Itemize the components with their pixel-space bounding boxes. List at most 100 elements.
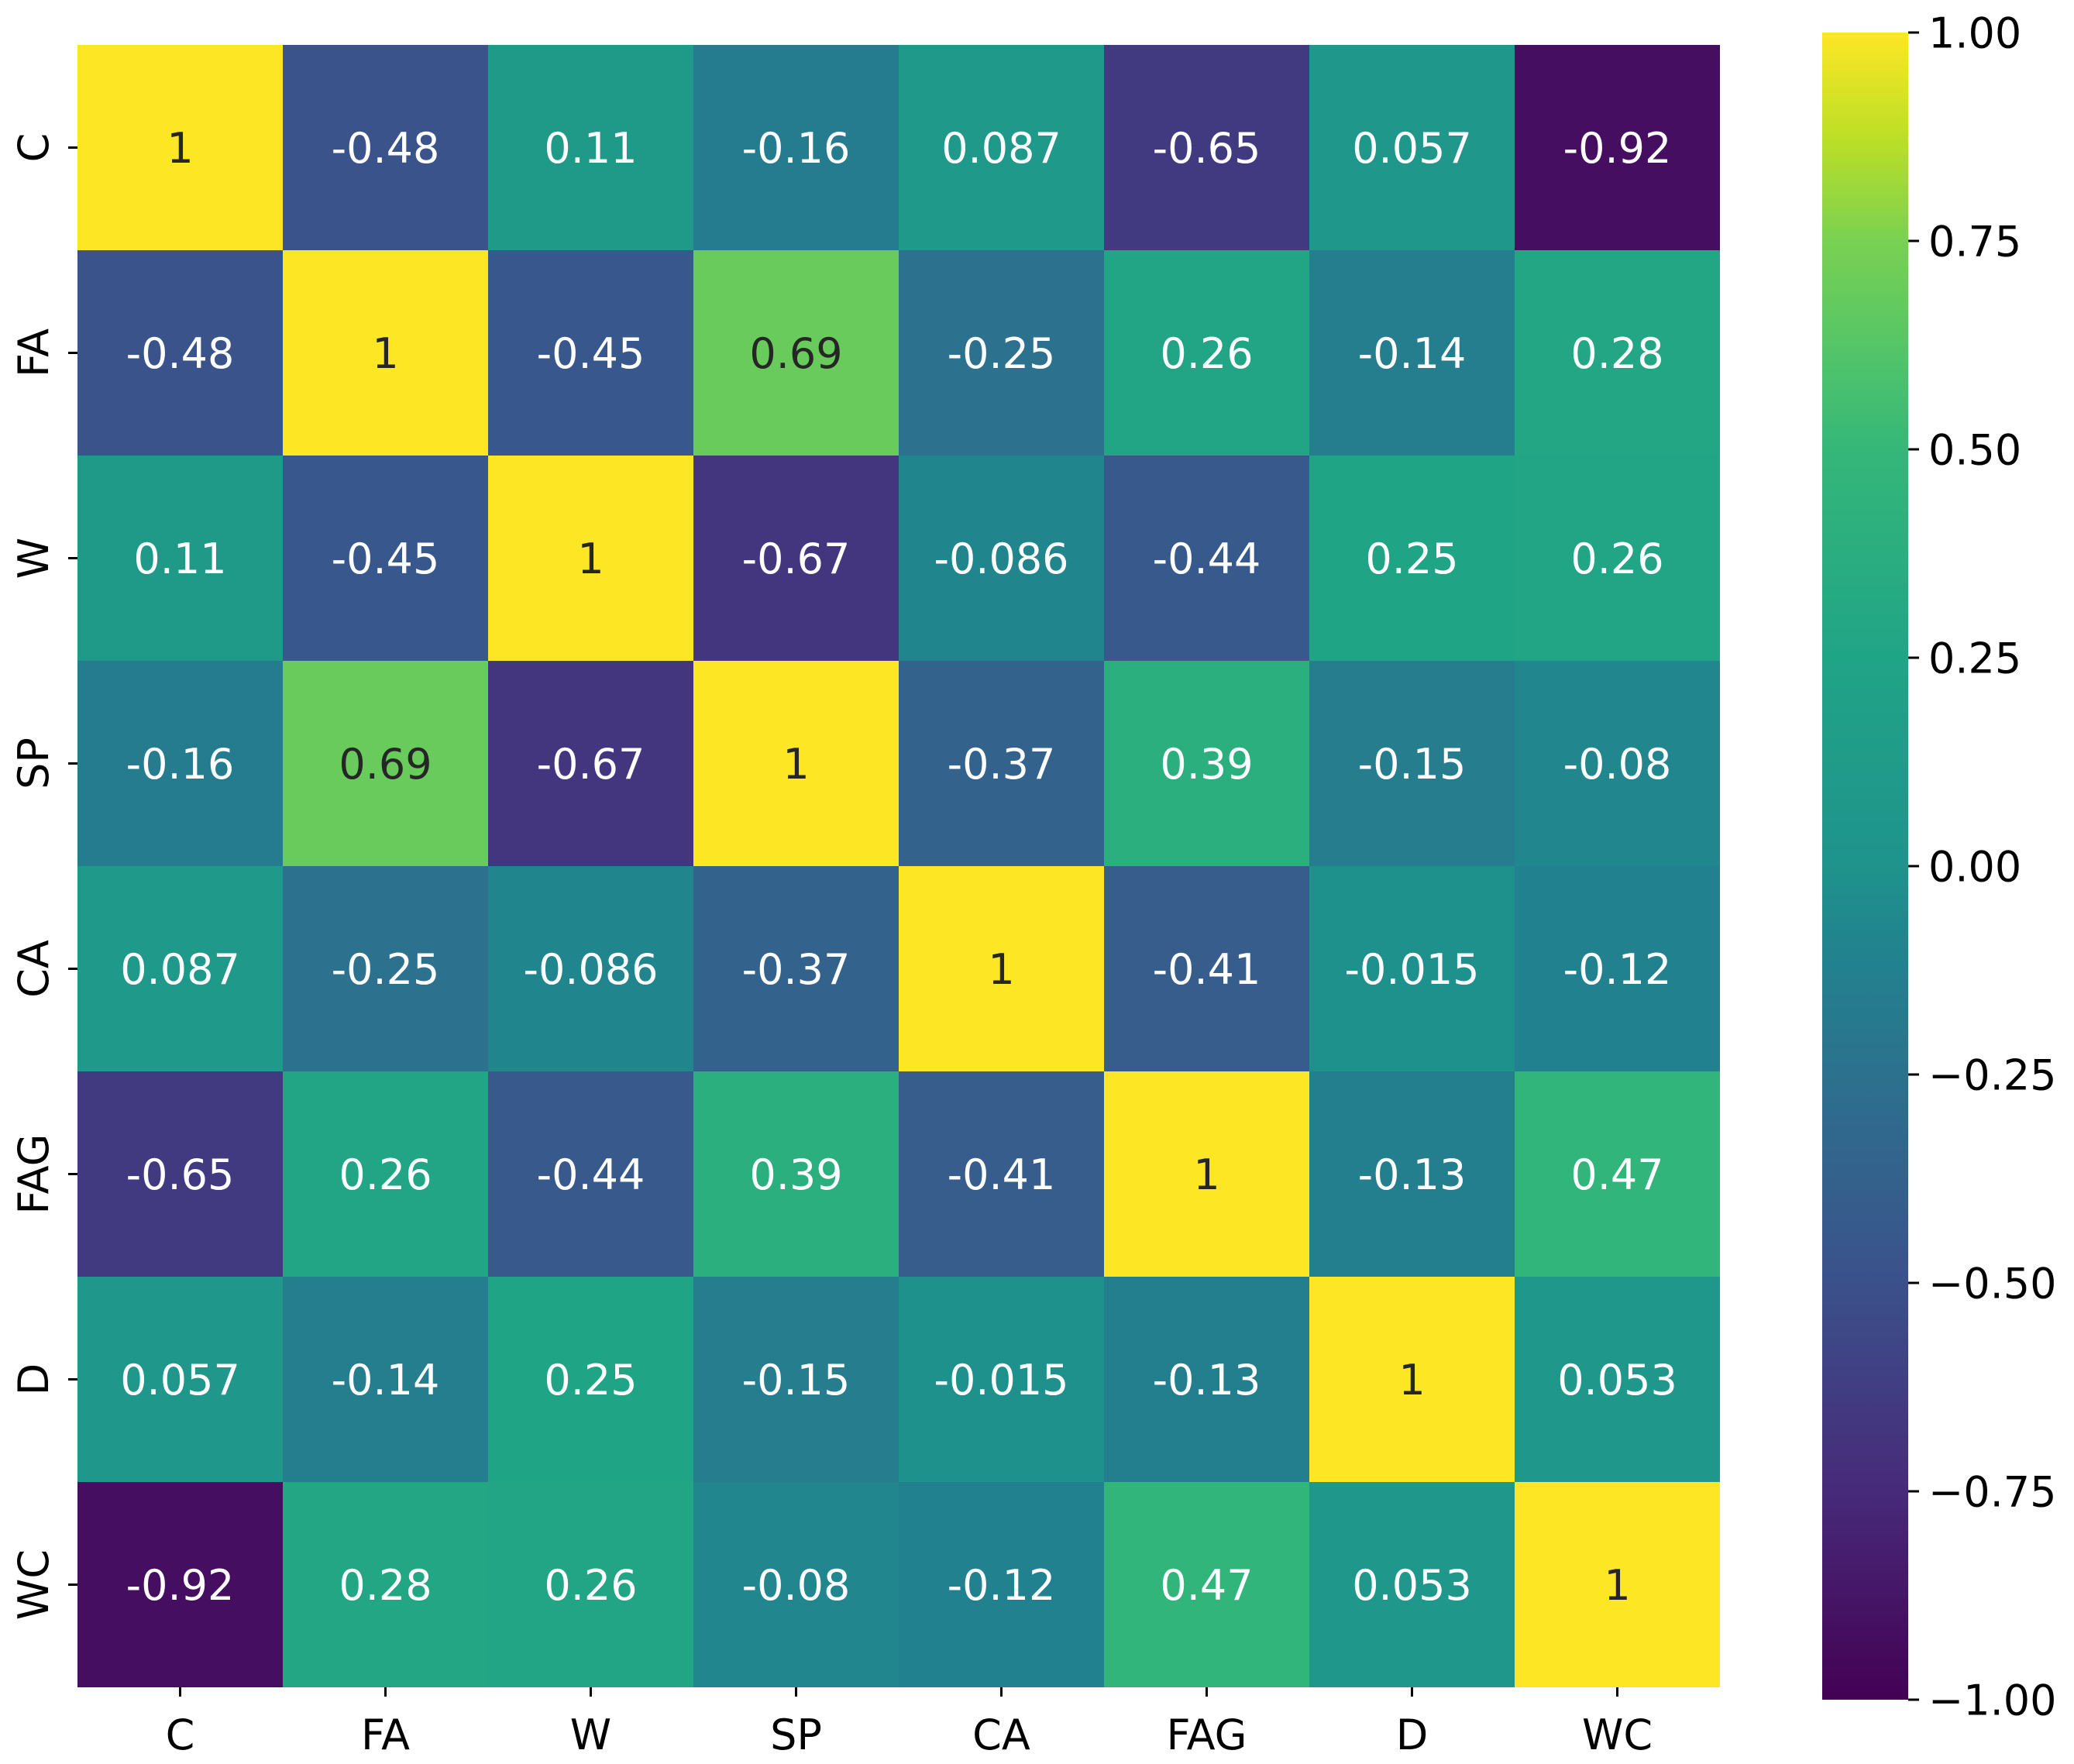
heatmap-cell: [283, 45, 488, 250]
cell-value-label: -0.92: [1563, 124, 1672, 173]
heatmap-cell: [283, 866, 488, 1071]
cell-value-label: 1: [1398, 1356, 1425, 1405]
cell-value-label: -0.13: [1153, 1356, 1261, 1405]
cell-value-label: 0.69: [339, 740, 432, 789]
cell-value-label: 0.39: [749, 1150, 842, 1199]
cell-value-label: 1: [577, 535, 604, 583]
cell-value-label: 1: [167, 124, 193, 173]
cell-value-label: -0.65: [126, 1150, 235, 1199]
cell-value-label: 0.053: [1352, 1561, 1472, 1610]
heatmap-cell: [1309, 1071, 1515, 1277]
cell-value-label: -0.65: [1153, 124, 1261, 173]
heatmap-cell: [1515, 661, 1720, 866]
cell-value-label: 0.25: [1365, 535, 1458, 583]
cell-value-label: -0.16: [126, 740, 235, 789]
cell-value-label: -0.14: [1358, 329, 1467, 378]
cell-value-label: -0.41: [1153, 945, 1261, 994]
cell-value-label: -0.14: [332, 1356, 440, 1405]
heatmap-cell: [488, 456, 693, 661]
colorbar-tick-label: 0.25: [1928, 634, 2021, 683]
colorbar-gradient: [1822, 33, 1908, 1700]
cell-value-label: -0.67: [537, 740, 645, 789]
cell-value-label: -0.08: [1563, 740, 1672, 789]
heatmap-cell: [1309, 661, 1515, 866]
cell-value-label: -0.13: [1358, 1150, 1467, 1199]
heatmap-cell: [1104, 661, 1309, 866]
colorbar-tick-label: −0.75: [1928, 1467, 2056, 1516]
cell-value-label: 0.28: [1570, 329, 1663, 378]
cell-value-label: -0.92: [126, 1561, 235, 1610]
heatmap-cell: [693, 1482, 899, 1687]
heatmap-cell: [693, 866, 899, 1071]
cell-value-label: 0.25: [544, 1356, 637, 1405]
cell-value-label: -0.41: [948, 1150, 1056, 1199]
heatmap-cell: [899, 456, 1104, 661]
heatmap-cell: [77, 1071, 283, 1277]
heatmap-cell: [899, 1071, 1104, 1277]
heatmap-cell: [1515, 250, 1720, 456]
cell-value-label: 1: [1604, 1561, 1630, 1610]
cell-value-label: -0.086: [934, 535, 1068, 583]
heatmap-cell: [1104, 45, 1309, 250]
heatmap-cell: [1515, 866, 1720, 1071]
heatmap-cell: [77, 1277, 283, 1482]
heatmap-cell: [77, 1482, 283, 1687]
heatmap-cell: [899, 866, 1104, 1071]
heatmap-cell: [488, 866, 693, 1071]
cell-value-label: 1: [1193, 1150, 1219, 1199]
x-tick-label: C: [166, 1711, 195, 1759]
heatmap-cell: [1104, 1277, 1309, 1482]
y-tick-label: FA: [9, 328, 58, 377]
heatmap-cell: [77, 456, 283, 661]
x-axis: C FA W SP CA FAG D WC: [166, 1687, 1653, 1759]
cell-value-label: 0.11: [133, 535, 226, 583]
cell-value-label: -0.44: [537, 1150, 645, 1199]
x-tick-label: D: [1396, 1711, 1429, 1759]
heatmap-cell: [1515, 456, 1720, 661]
heatmap-cell: [1309, 456, 1515, 661]
heatmap-cell: [488, 45, 693, 250]
cell-value-label: 0.057: [1352, 124, 1472, 173]
colorbar: 1.00 0.75 0.50 0.25 0.00 −0.25 −0.50 −0.75 −1.00: [1822, 9, 2056, 1724]
heatmap-cell: [1515, 1071, 1720, 1277]
cell-value-label: -0.15: [1358, 740, 1467, 789]
cell-value-label: -0.48: [126, 329, 235, 378]
cell-value-label: 0.69: [749, 329, 842, 378]
cell-value-label: -0.12: [1563, 945, 1672, 994]
cell-value-label: -0.45: [537, 329, 645, 378]
heatmap-cell-labels: 1 -0.48 0.11 -0.16 0.087 -0.65 0.057 -0.92 -0.48…: [120, 124, 1677, 1610]
cell-value-label: -0.37: [742, 945, 851, 994]
cell-value-label: -0.015: [934, 1356, 1068, 1405]
cell-value-label: 0.057: [120, 1356, 240, 1405]
x-tick-label: CA: [972, 1711, 1030, 1759]
heatmap-cell: [693, 1277, 899, 1482]
cell-value-label: 0.26: [1160, 329, 1253, 378]
cell-value-label: -0.37: [948, 740, 1056, 789]
heatmap-cell: [283, 250, 488, 456]
heatmap-cell: [693, 1071, 899, 1277]
heatmap-cell: [1309, 45, 1515, 250]
cell-value-label: 0.47: [1570, 1150, 1663, 1199]
heatmap-cell: [1515, 45, 1720, 250]
cell-value-label: 1: [782, 740, 809, 789]
heatmap-cell: [488, 661, 693, 866]
cell-value-label: 0.28: [339, 1561, 432, 1610]
x-tick-label: FA: [361, 1711, 410, 1759]
cell-value-label: 0.39: [1160, 740, 1253, 789]
cell-value-label: -0.08: [742, 1561, 851, 1610]
heatmap-cell: [693, 456, 899, 661]
heatmap-cell: [488, 250, 693, 456]
heatmap-cell: [899, 661, 1104, 866]
heatmap-cell: [283, 1277, 488, 1482]
cell-value-label: -0.48: [332, 124, 440, 173]
heatmap-cell: [899, 250, 1104, 456]
heatmap-cell: [77, 661, 283, 866]
heatmap-cell: [283, 661, 488, 866]
heatmap-cell: [1104, 456, 1309, 661]
x-tick-label: WC: [1582, 1711, 1653, 1759]
heatmap-cell: [488, 1482, 693, 1687]
heatmap-cell: [283, 1482, 488, 1687]
cell-value-label: -0.16: [742, 124, 851, 173]
cell-value-label: -0.086: [523, 945, 658, 994]
heatmap-cell: [283, 1071, 488, 1277]
